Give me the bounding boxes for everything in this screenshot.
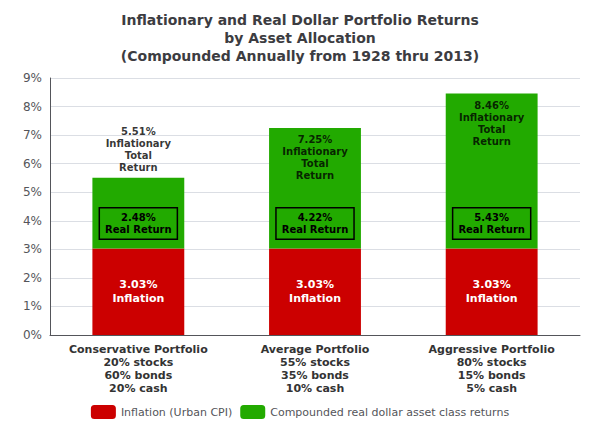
svg-text:Real Return: Real Return bbox=[105, 224, 172, 235]
svg-text:55% stocks: 55% stocks bbox=[280, 356, 350, 369]
svg-text:Inflationary: Inflationary bbox=[282, 146, 348, 157]
svg-text:Total: Total bbox=[125, 150, 152, 161]
svg-text:3.03%: 3.03% bbox=[119, 278, 157, 291]
svg-text:Total: Total bbox=[301, 158, 328, 169]
svg-text:5%: 5% bbox=[23, 185, 42, 199]
svg-text:Inflationary: Inflationary bbox=[106, 138, 172, 149]
svg-text:by Asset Allocation: by Asset Allocation bbox=[224, 30, 375, 46]
svg-text:8.46%: 8.46% bbox=[474, 100, 509, 111]
svg-text:(Compounded Annually from 1928: (Compounded Annually from 1928 thru 2013… bbox=[121, 48, 479, 64]
svg-text:4%: 4% bbox=[23, 214, 42, 228]
svg-text:0%: 0% bbox=[23, 328, 42, 342]
svg-text:7%: 7% bbox=[23, 128, 42, 142]
svg-text:Return: Return bbox=[119, 162, 157, 173]
svg-text:Total: Total bbox=[478, 124, 505, 135]
svg-text:7.25%: 7.25% bbox=[298, 134, 333, 145]
svg-text:Inflation: Inflation bbox=[289, 292, 341, 305]
svg-text:80% stocks: 80% stocks bbox=[457, 356, 527, 369]
svg-text:Inflationary and Real Dollar P: Inflationary and Real Dollar Portfolio R… bbox=[121, 12, 479, 28]
svg-text:Inflation: Inflation bbox=[112, 292, 164, 305]
svg-text:Real Return: Real Return bbox=[458, 224, 525, 235]
svg-text:3%: 3% bbox=[23, 242, 42, 256]
svg-text:1%: 1% bbox=[23, 299, 42, 313]
svg-text:6%: 6% bbox=[23, 157, 42, 171]
svg-text:2%: 2% bbox=[23, 271, 42, 285]
svg-text:Inflationary: Inflationary bbox=[459, 112, 525, 123]
svg-text:Conservative Portfolio: Conservative Portfolio bbox=[69, 343, 208, 356]
svg-text:Compounded real dollar asset c: Compounded real dollar asset class retur… bbox=[270, 406, 509, 419]
svg-text:Return: Return bbox=[472, 136, 510, 147]
svg-text:35% bonds: 35% bonds bbox=[281, 369, 349, 382]
svg-text:15% bonds: 15% bonds bbox=[458, 369, 526, 382]
svg-text:Inflation: Inflation bbox=[466, 292, 518, 305]
svg-text:20% stocks: 20% stocks bbox=[103, 356, 173, 369]
svg-text:60% bonds: 60% bonds bbox=[104, 369, 172, 382]
svg-text:Average Portfolio: Average Portfolio bbox=[261, 343, 370, 356]
svg-text:Aggressive Portfolio: Aggressive Portfolio bbox=[429, 343, 556, 356]
svg-text:Inflation (Urban CPI): Inflation (Urban CPI) bbox=[121, 406, 232, 419]
svg-text:3.03%: 3.03% bbox=[473, 278, 511, 291]
svg-text:20% cash: 20% cash bbox=[109, 382, 167, 395]
svg-text:5.51%: 5.51% bbox=[121, 126, 156, 137]
svg-text:2.48%: 2.48% bbox=[121, 212, 156, 223]
svg-text:4.22%: 4.22% bbox=[298, 212, 333, 223]
svg-text:Return: Return bbox=[296, 170, 334, 181]
svg-text:8%: 8% bbox=[23, 100, 42, 114]
svg-text:10% cash: 10% cash bbox=[286, 382, 344, 395]
svg-text:5% cash: 5% cash bbox=[466, 382, 517, 395]
svg-text:5.43%: 5.43% bbox=[474, 212, 509, 223]
svg-text:3.03%: 3.03% bbox=[296, 278, 334, 291]
svg-text:9%: 9% bbox=[23, 71, 42, 85]
svg-text:Real Return: Real Return bbox=[282, 224, 349, 235]
